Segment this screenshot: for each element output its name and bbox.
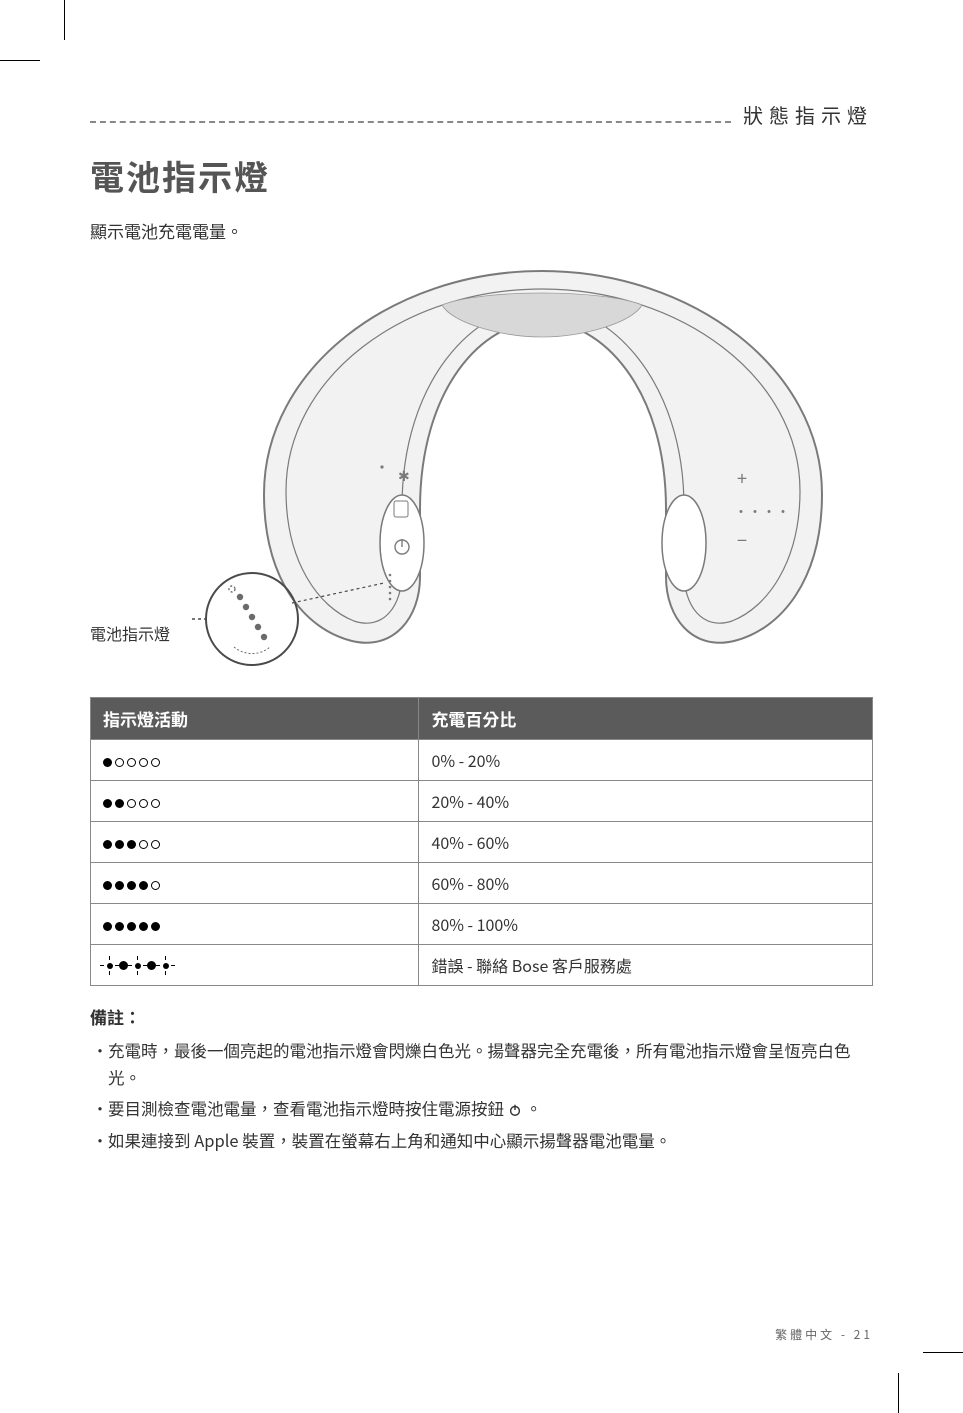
- filled-dot-icon: [115, 799, 124, 808]
- percent-cell: 錯誤 - 聯絡 Bose 客戶服務處: [419, 945, 873, 986]
- footer-page: 21: [854, 1326, 873, 1343]
- intro-text: 顯示電池充電電量。: [90, 218, 873, 243]
- filled-dot-icon: [151, 922, 160, 931]
- table-row: 錯誤 - 聯絡 Bose 客戶服務處: [91, 945, 873, 986]
- note-item: 要目測檢查電池電量，查看電池指示燈時按住電源按鈕 。: [90, 1095, 873, 1122]
- note-item-text-b: 。: [525, 1096, 542, 1120]
- svg-text:✱: ✱: [398, 466, 410, 486]
- table-row: 60% - 80%: [91, 863, 873, 904]
- note-item: 充電時，最後一個亮起的電池指示燈會閃爍白色光。揚聲器完全充電後，所有電池指示燈會…: [90, 1037, 873, 1091]
- filled-dot-icon: [103, 758, 112, 767]
- svg-text:•·•·: •·•·: [734, 502, 790, 522]
- indicator-cell: [91, 945, 419, 986]
- table-row: 80% - 100%: [91, 904, 873, 945]
- svg-text:+: +: [737, 465, 747, 491]
- filled-dot-icon: [115, 922, 124, 931]
- filled-dot-icon: [127, 922, 136, 931]
- filled-dot-icon: [139, 922, 148, 931]
- header-divider: [90, 121, 731, 123]
- blinking-dot-icon: [131, 959, 144, 972]
- filled-dot-icon: [103, 881, 112, 890]
- indicator-cell: [91, 822, 419, 863]
- filled-dot-icon: [103, 840, 112, 849]
- percent-cell: 0% - 20%: [419, 740, 873, 781]
- empty-dot-icon: [115, 758, 124, 767]
- empty-dot-icon: [139, 758, 148, 767]
- svg-text:−: −: [737, 527, 747, 553]
- empty-dot-icon: [127, 799, 136, 808]
- empty-dot-icon: [151, 758, 160, 767]
- empty-dot-icon: [139, 840, 148, 849]
- empty-dot-icon: [151, 799, 160, 808]
- filled-dot-icon: [127, 840, 136, 849]
- filled-dot-icon: [103, 922, 112, 931]
- empty-dot-icon: [151, 881, 160, 890]
- filled-dot-icon: [115, 881, 124, 890]
- percent-cell: 60% - 80%: [419, 863, 873, 904]
- indicator-cell: [91, 781, 419, 822]
- notes-heading: 備註：: [90, 1004, 873, 1029]
- power-icon: [508, 1103, 522, 1117]
- note-item: 如果連接到 Apple 裝置，裝置在螢幕右上角和通知中心顯示揚聲器電池電量。: [90, 1127, 873, 1154]
- neck-speaker-illustration: ✱ + •·•· −: [132, 259, 832, 679]
- filled-dot-icon: [115, 840, 124, 849]
- indicator-cell: [91, 904, 419, 945]
- notes-list: 充電時，最後一個亮起的電池指示燈會閃爍白色光。揚聲器完全充電後，所有電池指示燈會…: [90, 1037, 873, 1154]
- indicator-cell: [91, 740, 419, 781]
- filled-dot-icon: [119, 961, 128, 970]
- empty-dot-icon: [139, 799, 148, 808]
- page-category-header: 狀態指示燈: [90, 100, 873, 129]
- table-header-activity: 指示燈活動: [91, 698, 419, 740]
- table-row: 40% - 60%: [91, 822, 873, 863]
- header-category-label: 狀態指示燈: [743, 100, 873, 129]
- blinking-dot-icon: [159, 959, 172, 972]
- percent-cell: 20% - 40%: [419, 781, 873, 822]
- note-item-text-a: 要目測檢查電池電量，查看電池指示燈時按住電源按鈕: [108, 1096, 508, 1120]
- filled-dot-icon: [147, 961, 156, 970]
- section-title: 電池指示燈: [90, 151, 873, 200]
- blinking-dot-icon: [103, 959, 116, 972]
- percent-cell: 40% - 60%: [419, 822, 873, 863]
- empty-dot-icon: [127, 758, 136, 767]
- footer-lang: 繁體中文: [775, 1326, 835, 1343]
- empty-dot-icon: [151, 840, 160, 849]
- diagram-callout-label: 電池指示燈: [90, 621, 170, 645]
- table-row: 0% - 20%: [91, 740, 873, 781]
- product-diagram: 電池指示燈 ✱ +: [90, 259, 873, 679]
- filled-dot-icon: [139, 881, 148, 890]
- table-row: 20% - 40%: [91, 781, 873, 822]
- filled-dot-icon: [127, 881, 136, 890]
- filled-dot-icon: [103, 799, 112, 808]
- percent-cell: 80% - 100%: [419, 904, 873, 945]
- footer-sep: -: [835, 1326, 854, 1343]
- table-header-percent: 充電百分比: [419, 698, 873, 740]
- indicator-cell: [91, 863, 419, 904]
- battery-status-table: 指示燈活動 充電百分比 0% - 20%20% - 40%40% - 60%60…: [90, 697, 873, 986]
- page-footer: 繁體中文 - 21: [775, 1326, 873, 1343]
